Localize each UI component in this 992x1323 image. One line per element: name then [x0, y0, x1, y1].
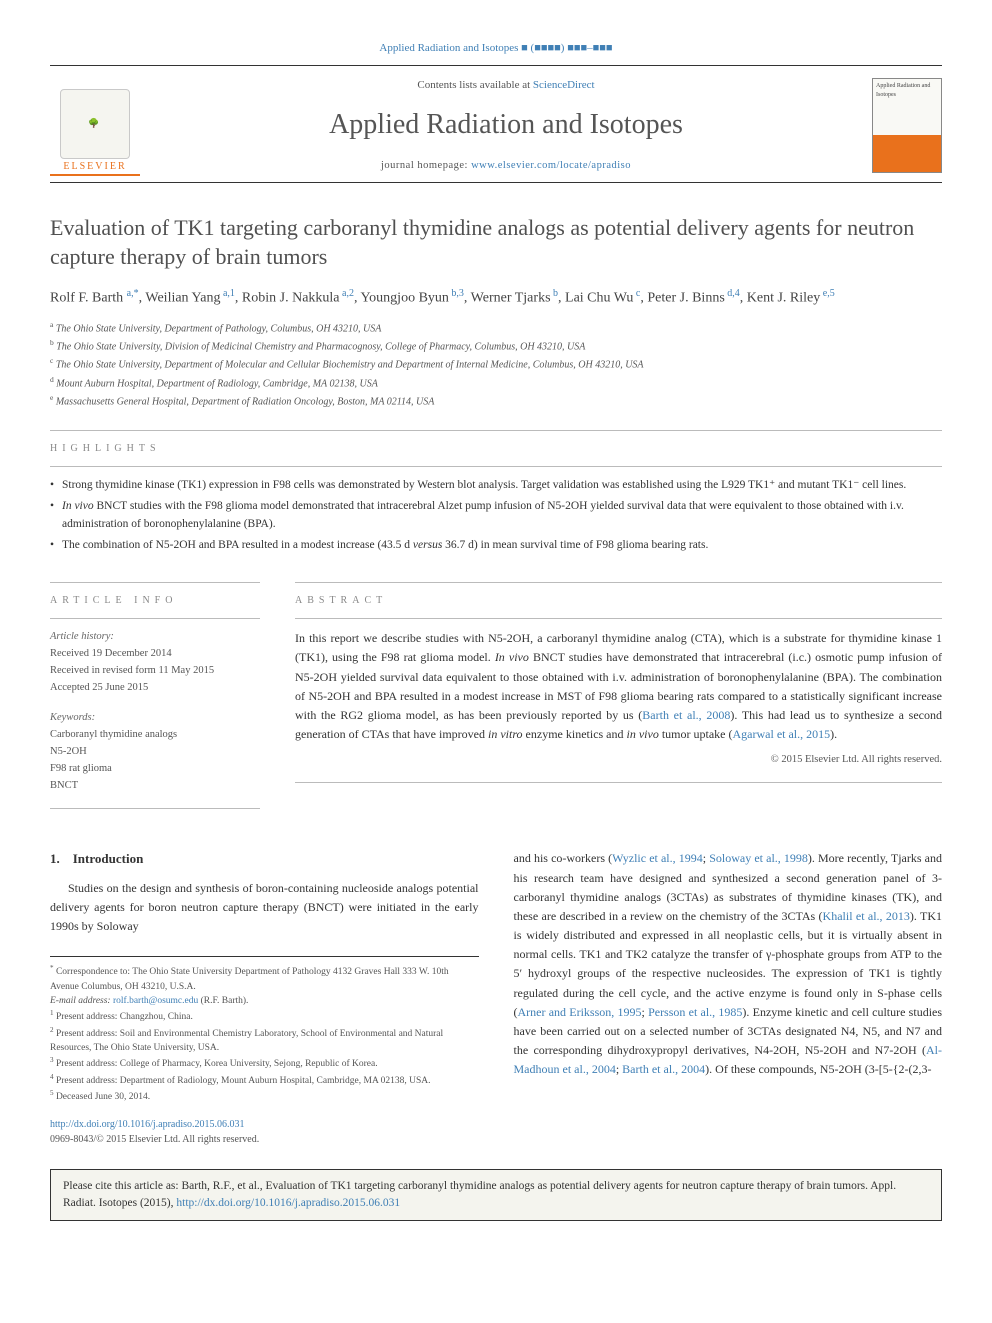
rule-after-highlights-label — [50, 466, 942, 467]
body-col-right: and his co-workers (Wyzlic et al., 1994;… — [514, 849, 943, 1146]
affiliation: a The Ohio State University, Department … — [50, 319, 942, 337]
footnotes-block: * Correspondence to: The Ohio State Univ… — [50, 956, 479, 1104]
journal-ref-line: Applied Radiation and Isotopes ■ (■■■■) … — [50, 40, 942, 57]
footnote: 1 Present address: Changzhou, China. — [50, 1008, 479, 1024]
rule-before-highlights — [50, 430, 942, 431]
affiliation: b The Ohio State University, Division of… — [50, 337, 942, 355]
contents-line: Contents lists available at ScienceDirec… — [160, 77, 852, 94]
article-history: Article history: Received 19 December 20… — [50, 629, 260, 794]
publisher-logo: 🌳 ELSEVIER — [50, 76, 140, 176]
elsevier-tree-icon: 🌳 — [60, 89, 130, 159]
doi-link[interactable]: http://dx.doi.org/10.1016/j.apradiso.201… — [50, 1119, 245, 1130]
affiliations: a The Ohio State University, Department … — [50, 319, 942, 411]
affiliation: e Massachusetts General Hospital, Depart… — [50, 392, 942, 410]
body-col-left: 1. Introduction Studies on the design an… — [50, 849, 479, 1146]
highlights-label: HIGHLIGHTS — [50, 441, 942, 456]
section-heading-intro: 1. Introduction — [50, 849, 479, 869]
email-line: E-mail address: rolf.barth@osumc.edu (R.… — [50, 994, 479, 1008]
keyword: BNCT — [50, 778, 260, 795]
body-paragraph: Studies on the design and synthesis of b… — [50, 879, 479, 937]
abstract-col: ABSTRACT In this report we describe stud… — [295, 576, 942, 819]
footnote: 3 Present address: College of Pharmacy, … — [50, 1055, 479, 1071]
homepage-pre: journal homepage: — [381, 160, 471, 171]
masthead-center: Contents lists available at ScienceDirec… — [160, 77, 852, 173]
journal-cover-thumbnail: Applied Radiation and Isotopes — [872, 78, 942, 173]
cite-doi-link[interactable]: http://dx.doi.org/10.1016/j.apradiso.201… — [176, 1197, 400, 1209]
affiliation: d Mount Auburn Hospital, Department of R… — [50, 374, 942, 392]
body-paragraph: and his co-workers (Wyzlic et al., 1994;… — [514, 849, 943, 1079]
accepted-date: Accepted 25 June 2015 — [50, 680, 260, 697]
author-list: Rolf F. Barth a,*, Weilian Yang a,1, Rob… — [50, 286, 942, 309]
abstract-text: In this report we describe studies with … — [295, 629, 942, 744]
rule — [295, 582, 942, 583]
revised-date: Received in revised form 11 May 2015 — [50, 663, 260, 680]
publisher-name: ELSEVIER — [63, 159, 126, 174]
history-heading: Article history: — [50, 629, 260, 646]
footnote: 2 Present address: Soil and Environmenta… — [50, 1025, 479, 1056]
journal-title: Applied Radiation and Isotopes — [160, 104, 852, 146]
rule — [50, 808, 260, 809]
contents-pre: Contents lists available at — [417, 79, 532, 91]
footnote: 5 Deceased June 30, 2014. — [50, 1088, 479, 1104]
homepage-line: journal homepage: www.elsevier.com/locat… — [160, 158, 852, 174]
keywords-heading: Keywords: — [50, 710, 260, 727]
highlight-item: In vivo BNCT studies with the F98 glioma… — [50, 498, 942, 533]
article-info-label: ARTICLE INFO — [50, 593, 260, 608]
cite-box: Please cite this article as: Barth, R.F.… — [50, 1169, 942, 1222]
abstract-label: ABSTRACT — [295, 593, 942, 608]
rule-masthead-bottom — [50, 182, 942, 183]
info-abstract-row: ARTICLE INFO Article history: Received 1… — [50, 576, 942, 819]
highlights-list: Strong thymidine kinase (TK1) expression… — [50, 477, 942, 554]
keyword: F98 rat glioma — [50, 761, 260, 778]
issn-line: 0969-8043/© 2015 Elsevier Ltd. All right… — [50, 1134, 259, 1145]
doi-block: http://dx.doi.org/10.1016/j.apradiso.201… — [50, 1117, 479, 1147]
rule — [50, 618, 260, 619]
rule-top — [50, 65, 942, 66]
keyword: Carboranyl thymidine analogs — [50, 727, 260, 744]
body-columns: 1. Introduction Studies on the design an… — [50, 849, 942, 1146]
keyword: N5-2OH — [50, 744, 260, 761]
rule — [50, 582, 260, 583]
corresponding-note: * Correspondence to: The Ohio State Univ… — [50, 963, 479, 994]
article-title: Evaluation of TK1 targeting carboranyl t… — [50, 213, 942, 272]
highlight-item: The combination of N5-2OH and BPA result… — [50, 537, 942, 554]
highlight-item: Strong thymidine kinase (TK1) expression… — [50, 477, 942, 494]
email-link[interactable]: rolf.barth@osumc.edu — [113, 996, 198, 1006]
received-date: Received 19 December 2014 — [50, 646, 260, 663]
footnote: 4 Present address: Department of Radiolo… — [50, 1072, 479, 1088]
affiliation: c The Ohio State University, Department … — [50, 355, 942, 373]
sciencedirect-link[interactable]: ScienceDirect — [533, 79, 595, 91]
abstract-copyright: © 2015 Elsevier Ltd. All rights reserved… — [295, 752, 942, 768]
homepage-link[interactable]: www.elsevier.com/locate/apradiso — [471, 160, 631, 171]
rule — [295, 782, 942, 783]
rule — [295, 618, 942, 619]
masthead: 🌳 ELSEVIER Contents lists available at S… — [50, 76, 942, 176]
article-info-col: ARTICLE INFO Article history: Received 1… — [50, 576, 260, 819]
